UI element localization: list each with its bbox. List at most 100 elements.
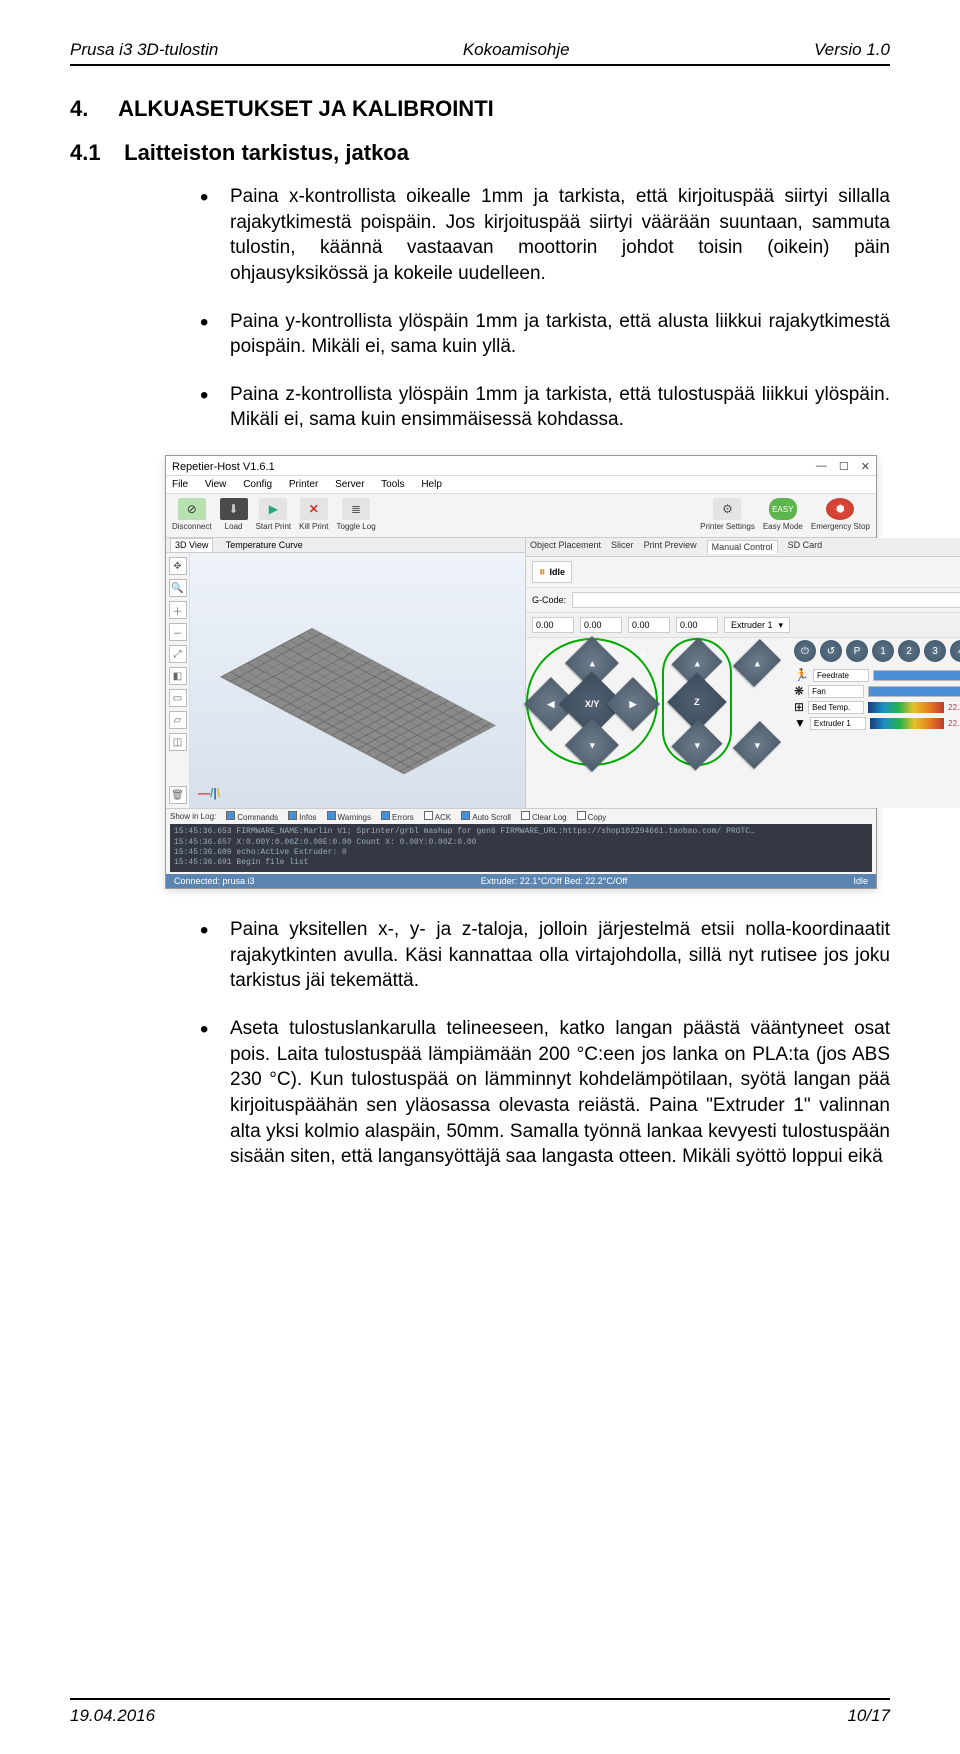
tab-object-placement[interactable]: Object Placement	[530, 540, 601, 554]
jog-xy-group: ▲ ◀ X/Y ▶ ▼ X Y	[532, 644, 652, 759]
bedtemp-bar	[868, 702, 944, 713]
pos-e-spinner[interactable]: 0.00	[676, 617, 718, 633]
status-conn: Connected: prusa i3	[174, 876, 255, 886]
exttemp-label: Extruder 1	[810, 717, 866, 730]
axis-gizmo: —/|\	[198, 786, 220, 800]
log-opt-auto-scroll[interactable]: Auto Scroll	[461, 811, 511, 822]
menu-item[interactable]: Config	[243, 479, 272, 490]
log-output: 15:45:36.653 FIRMWARE_NAME:Marlin V1; Sp…	[170, 824, 872, 872]
start-print-button[interactable]: ▶Start Print	[256, 498, 292, 531]
list-item: Paina yksitellen x-, y- ja z-taloja, jol…	[200, 917, 890, 994]
pos-y-spinner[interactable]: 0.00	[580, 617, 622, 633]
log-opt-show-in-log-: Show in Log:	[170, 812, 216, 821]
log-options: Show in Log: Commands Infos Warnings Errors A…	[170, 811, 872, 822]
pos-x-spinner[interactable]: 0.00	[532, 617, 574, 633]
preset-btn-0[interactable]: ⏻	[794, 640, 816, 662]
preset-btn-2[interactable]: P	[846, 640, 868, 662]
tab-sd-card[interactable]: SD Card	[788, 540, 823, 554]
tab-3dview[interactable]: 3D View	[170, 538, 213, 552]
feedrate-slider[interactable]	[873, 670, 960, 681]
menu-item[interactable]: Server	[335, 479, 364, 490]
emergency-stop-button[interactable]: ⬢Emergency Stop	[811, 498, 870, 531]
page-footer: 19.04.2016 10/17	[70, 1706, 890, 1726]
log-line: 15:45:36.657 X:0.00Y:0.00Z:0.00E:0.00 Co…	[174, 838, 868, 848]
footer-rule	[70, 1698, 890, 1700]
bed-icon: ⊞	[794, 700, 804, 714]
menu-item[interactable]: File	[172, 479, 188, 490]
extrude-group: ▲ ▼	[744, 644, 778, 759]
zoom-icon[interactable]: 🔍	[169, 579, 187, 597]
window-title: Repetier-Host V1.6.1	[172, 461, 275, 473]
top-icon[interactable]: ▱	[169, 711, 187, 729]
menubar: File View Config Printer Server Tools He…	[166, 476, 876, 494]
header-rule	[70, 64, 890, 66]
jog-z-group: ▲ Z ▼	[668, 644, 728, 759]
jog-x-plus[interactable]: ▶	[606, 677, 660, 731]
menu-item[interactable]: View	[205, 479, 227, 490]
menu-item[interactable]: Printer	[289, 479, 318, 490]
right-tabs: Object Placement Slicer Print Preview Manua…	[526, 538, 960, 557]
disconnect-button[interactable]: ⊘Disconnect	[172, 498, 212, 531]
printer-settings-button[interactable]: ⚙Printer Settings	[700, 498, 755, 531]
zoom-in-icon[interactable]: ＋	[169, 601, 187, 619]
preset-btn-1[interactable]: ↺	[820, 640, 842, 662]
minimize-icon[interactable]: —	[816, 460, 827, 473]
log-opt-clear-log[interactable]: Clear Log	[521, 811, 567, 822]
kill-print-button[interactable]: ✕Kill Print	[299, 498, 328, 531]
tab-tempcurve[interactable]: Temperature Curve	[226, 540, 303, 550]
log-opt-commands[interactable]: Commands	[226, 811, 278, 822]
page-header: Prusa i3 3D-tulostin Kokoamisohje Versio…	[70, 40, 890, 60]
log-opt-copy[interactable]: Copy	[577, 811, 607, 822]
pos-z-spinner[interactable]: 0.00	[628, 617, 670, 633]
view-side-toolbar: ✥ 🔍 ＋ － ⤢ ◧ ▭ ▱ ◫ 🗑	[166, 553, 190, 808]
log-opt-errors[interactable]: Errors	[381, 811, 414, 822]
tab-slicer[interactable]: Slicer	[611, 540, 634, 554]
close-icon[interactable]: ✕	[861, 460, 870, 473]
tab-print-preview[interactable]: Print Preview	[644, 540, 697, 554]
bullet-list-top: Paina x-kontrollista oikealle 1mm ja tar…	[70, 184, 890, 433]
footer-pagenum: 10/17	[847, 1706, 890, 1726]
extrude-retract[interactable]: ▲	[733, 639, 781, 687]
toggle-log-button[interactable]: ≣Toggle Log	[337, 498, 376, 531]
trash-icon[interactable]: 🗑	[169, 786, 187, 804]
3d-viewport[interactable]: —/|\	[190, 553, 525, 808]
zoom-out-icon[interactable]: －	[169, 623, 187, 641]
preset-btn-5[interactable]: 3	[924, 640, 946, 662]
fit-icon[interactable]: ⤢	[169, 645, 187, 663]
jog-y-minus[interactable]: ▼	[565, 718, 619, 772]
jog-z-minus[interactable]: ▼	[672, 720, 723, 771]
iso-icon[interactable]: ◧	[169, 667, 187, 685]
list-item: Paina y-kontrollista ylöspäin 1mm ja tar…	[200, 309, 890, 360]
print-bed	[220, 628, 496, 774]
load-button[interactable]: ⬇Load	[220, 498, 248, 531]
preset-btn-3[interactable]: 1	[872, 640, 894, 662]
tab-manual-control[interactable]: Manual Control	[707, 540, 778, 554]
menu-item[interactable]: Help	[421, 479, 442, 490]
maximize-icon[interactable]: ☐	[839, 460, 849, 473]
preset-buttons: ⏻↺P12345?	[794, 640, 960, 662]
preset-btn-4[interactable]: 2	[898, 640, 920, 662]
fan-icon: ❋	[794, 684, 804, 698]
fan-slider[interactable]	[868, 686, 960, 697]
menu-item[interactable]: Tools	[381, 479, 404, 490]
gcode-input[interactable]	[572, 592, 960, 608]
status-temps: Extruder: 22.1°C/Off Bed: 22.2°C/Off	[481, 876, 627, 886]
chevron-down-icon: ▾	[779, 620, 784, 631]
log-opt-infos[interactable]: Infos	[288, 811, 316, 822]
preset-btn-6[interactable]: 4	[950, 640, 960, 662]
easy-mode-button[interactable]: EASYEasy Mode	[763, 498, 803, 531]
front-icon[interactable]: ▭	[169, 689, 187, 707]
log-opt-warnings[interactable]: Warnings	[327, 811, 372, 822]
exttemp-reading: 22.10°C	[948, 719, 960, 728]
log-opt-ack[interactable]: ACK	[424, 811, 451, 822]
persp-icon[interactable]: ◫	[169, 733, 187, 751]
extrude-forward[interactable]: ▼	[733, 721, 781, 769]
footer-date: 19.04.2016	[70, 1706, 155, 1726]
list-item: Paina z-kontrollista ylöspäin 1mm ja tar…	[200, 382, 890, 433]
move-icon[interactable]: ✥	[169, 557, 187, 575]
subsection-heading: 4.1 Laitteiston tarkistus, jatkoa	[70, 140, 890, 166]
bedtemp-label: Bed Temp.	[808, 701, 864, 714]
extruder-select[interactable]: Extruder 1▾	[724, 617, 790, 633]
gcode-label: G-Code:	[532, 595, 566, 605]
exttemp-bar	[870, 718, 944, 729]
